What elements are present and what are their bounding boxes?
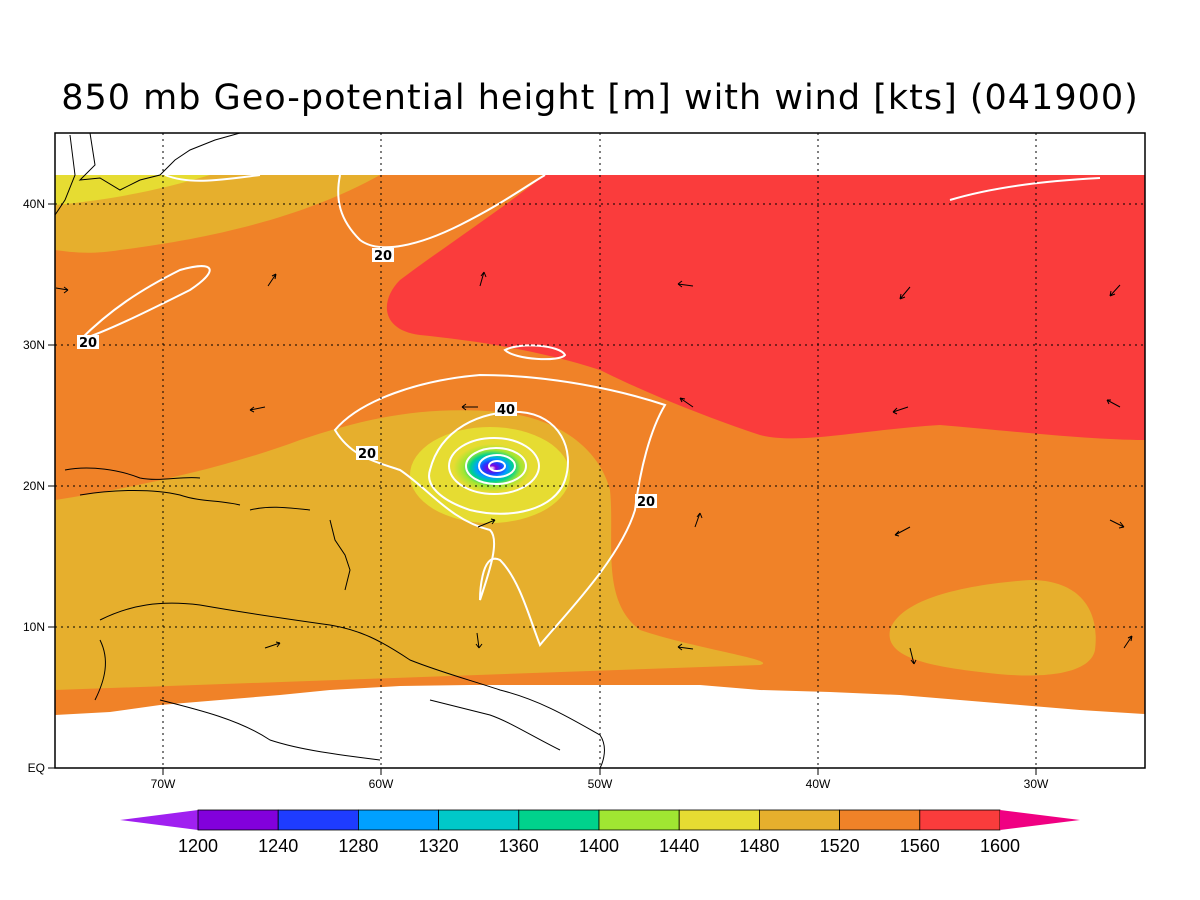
colorbar-level-label: 1400 xyxy=(579,836,619,856)
lon-label: 60W xyxy=(369,777,394,791)
field-1480-1520-east xyxy=(889,580,1096,676)
mask-south xyxy=(55,685,1145,768)
contour-label: 20 xyxy=(79,336,97,351)
wind-arrow xyxy=(55,286,69,294)
colorbar-level-label: 1480 xyxy=(739,836,779,856)
colorbar-level-label: 1520 xyxy=(820,836,860,856)
colorbar-low-arrow xyxy=(120,810,198,830)
contour-60kt-storm xyxy=(448,437,540,495)
wind-arrow xyxy=(892,406,909,415)
colorbar-swatch xyxy=(839,809,921,831)
wind-arrow xyxy=(909,647,917,665)
colorbar-level-label: 1440 xyxy=(659,836,699,856)
colorbar-level-label: 1320 xyxy=(419,836,459,856)
lat-label: 30N xyxy=(23,338,45,352)
coast-east-seaboard xyxy=(55,134,76,216)
axis-ticks xyxy=(48,203,1037,775)
contour-20kt-north xyxy=(337,174,546,249)
colorbar-swatch xyxy=(518,809,600,831)
colorbar: 1200 1240 1280 1320 1360 1400 1440 1480 1520 1560… xyxy=(120,809,1080,856)
gridlines xyxy=(55,133,1145,768)
wind-arrow xyxy=(267,273,277,287)
colorbar-level-label: 1560 xyxy=(900,836,940,856)
wind-arrow xyxy=(894,526,911,537)
contour-label: 20 xyxy=(637,495,655,510)
colorbar-level-label: 1280 xyxy=(338,836,378,856)
height-field xyxy=(55,133,1145,768)
field-1560-1600 xyxy=(386,175,1145,440)
lat-label: 10N xyxy=(23,620,45,634)
contour-20kt-nw xyxy=(164,174,261,182)
coast-lake-maracaibo xyxy=(94,639,106,701)
colorbar-level-label: 1360 xyxy=(499,836,539,856)
lon-label: 50W xyxy=(588,777,613,791)
lon-label: 30W xyxy=(1024,777,1049,791)
wind-vectors xyxy=(55,271,1133,665)
wind-arrow xyxy=(479,271,487,287)
coastlines xyxy=(55,133,605,768)
contour-label: 20 xyxy=(358,447,376,462)
wind-contour-labels: 20 20 20 40 20 xyxy=(77,248,657,510)
lon-labels: 70W 60W 50W 40W 30W xyxy=(151,777,1049,791)
coast-hispaniola xyxy=(79,489,241,506)
coast-north-america xyxy=(78,133,241,191)
coast-south-america xyxy=(99,602,605,768)
contour-20kt-west xyxy=(79,265,211,341)
colorbar-high-arrow xyxy=(1000,810,1080,830)
colorbar-level-label: 1200 xyxy=(178,836,218,856)
coast-guyana xyxy=(429,699,561,751)
wind-arrow xyxy=(679,397,694,408)
contour-80kt-storm xyxy=(465,447,527,485)
contour-20kt-small xyxy=(503,344,567,361)
field-1480-1520-nw xyxy=(55,175,380,253)
contour-label: 40 xyxy=(497,403,515,418)
lat-label: 20N xyxy=(23,479,45,493)
contour-120kt-storm xyxy=(488,460,506,472)
colorbar-swatch xyxy=(197,809,279,831)
wind-arrow xyxy=(1123,635,1133,649)
wind-arrow xyxy=(1109,519,1125,529)
colorbar-swatch xyxy=(438,809,520,831)
wind-arrow xyxy=(899,286,911,300)
wind-contours xyxy=(79,174,1101,647)
contour-40kt-storm xyxy=(428,410,569,515)
colorbar-swatch xyxy=(678,809,760,831)
field-1440-1480-corner xyxy=(55,175,210,205)
wind-arrow xyxy=(477,518,496,528)
wind-arrow xyxy=(461,403,478,411)
contour-20kt-storm xyxy=(333,373,667,647)
colorbar-swatch xyxy=(277,809,359,831)
lon-label: 70W xyxy=(151,777,176,791)
colorbar-level-label: 1600 xyxy=(980,836,1020,856)
wind-arrow xyxy=(1109,284,1121,297)
wind-arrow xyxy=(264,641,281,649)
lat-label: 40N xyxy=(23,197,45,211)
coast-puerto-rico xyxy=(249,506,311,511)
wind-arrow xyxy=(249,406,266,413)
lon-label: 40W xyxy=(806,777,831,791)
wind-arrow xyxy=(677,643,694,651)
coast-cuba xyxy=(64,467,201,480)
contour-20kt-ne xyxy=(949,177,1101,201)
contour-100kt-storm xyxy=(478,454,516,478)
coast-venezuela-interior xyxy=(159,699,381,761)
contour-label: 20 xyxy=(374,249,392,264)
colorbar-swatch xyxy=(357,809,439,831)
colorbar-swatch xyxy=(919,809,1001,831)
field-1480-1520 xyxy=(55,410,764,690)
wind-arrow xyxy=(677,280,694,288)
colorbar-swatch xyxy=(598,809,680,831)
map-title: 850 mb Geo-potential height [m] with win… xyxy=(61,78,1139,118)
lat-label: EQ xyxy=(28,761,45,775)
lat-labels: 40N 30N 20N 10N EQ xyxy=(23,197,45,775)
wind-arrow xyxy=(694,512,703,528)
wind-arrow xyxy=(475,632,483,649)
colorbar-swatch xyxy=(759,809,841,831)
colorbar-level-label: 1240 xyxy=(258,836,298,856)
wind-arrow xyxy=(1106,399,1121,408)
coast-lesser-antilles xyxy=(329,519,351,591)
